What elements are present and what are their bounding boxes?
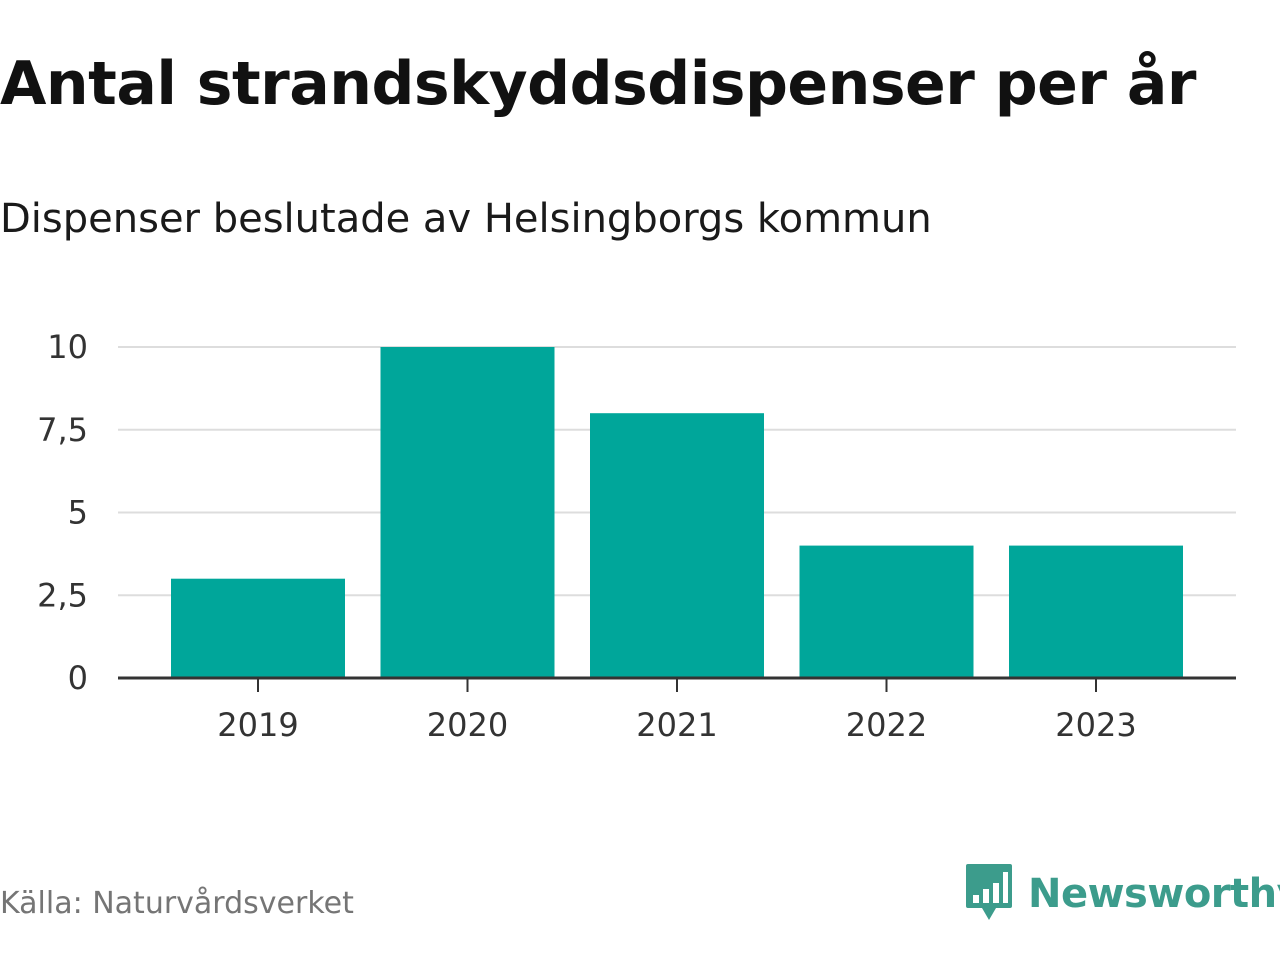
bar-2022[interactable] xyxy=(799,545,974,678)
tick-labels: 0 2,5 5 7,5 10 2019 2020 2021 2022 2023 xyxy=(37,328,1137,744)
x-tick-label: 2022 xyxy=(846,706,927,744)
y-tick-label: 5 xyxy=(68,494,88,532)
source-note: Källa: Naturvårdsverket xyxy=(0,886,354,921)
chart-subtitle: Dispenser beslutade av Helsingborgs komm… xyxy=(0,196,932,242)
brand-name: Newsworthy xyxy=(1028,871,1280,917)
y-tick-label: 0 xyxy=(68,659,88,697)
y-tick-label: 7,5 xyxy=(37,411,88,449)
chart-title: Antal strandskyddsdispenser per år xyxy=(0,49,1196,119)
y-tick-label: 10 xyxy=(47,328,88,366)
x-tick-label: 2021 xyxy=(636,706,717,744)
bar-chart-speech-bubble-icon xyxy=(964,862,1014,926)
newsworthy-logo[interactable]: Newsworthy xyxy=(964,862,1280,926)
bars xyxy=(171,347,1183,678)
bar-2020[interactable] xyxy=(380,347,555,678)
bar-2023[interactable] xyxy=(1009,545,1183,678)
y-tick-label: 2,5 xyxy=(37,576,88,614)
x-tick-label: 2023 xyxy=(1055,706,1136,744)
x-axis xyxy=(118,676,1236,692)
bar-2021[interactable] xyxy=(590,413,764,678)
x-tick-label: 2020 xyxy=(427,706,508,744)
bar-chart: 0 2,5 5 7,5 10 2019 2020 2021 2022 2023 xyxy=(37,328,1236,744)
bar-2019[interactable] xyxy=(171,578,345,678)
x-tick-label: 2019 xyxy=(217,706,298,744)
